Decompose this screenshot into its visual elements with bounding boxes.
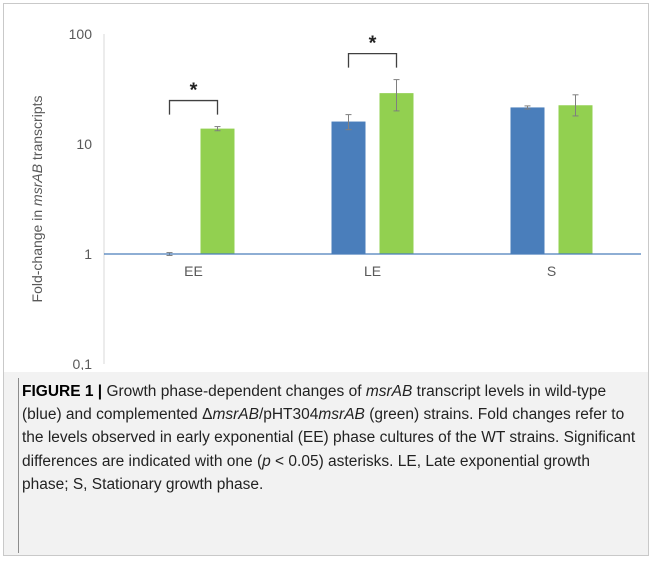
bar-s-series2 <box>558 105 593 255</box>
y-axis-title-part: Fold-change in <box>29 206 45 303</box>
caption-panel <box>3 372 649 556</box>
figure-caption: FIGURE 1 | Growth phase-dependent change… <box>22 380 640 496</box>
caption-text-part: msrAB <box>318 406 365 424</box>
y-tick-labels: 0,1 1 10 100 <box>69 26 93 370</box>
caption-text-part: (green) strains. Fold changes refer to t… <box>22 406 636 470</box>
x-tick-label-s: S <box>547 263 556 279</box>
bar-ee-series2 <box>200 128 235 254</box>
significance-asterisk-le: * <box>369 33 377 55</box>
caption-text-part: /pHT304 <box>258 406 319 424</box>
x-tick-label-le: LE <box>364 263 381 279</box>
bar-le-series1 <box>331 121 366 254</box>
y-tick-label: 1 <box>84 246 92 262</box>
y-tick-label: 0,1 <box>73 356 93 370</box>
caption-body: Growth phase-dependent changes of msrAB … <box>22 383 635 493</box>
x-tick-label-ee: EE <box>184 263 203 279</box>
caption-text-part: msrAB <box>365 383 413 400</box>
caption-text-part: p <box>262 452 271 470</box>
y-axis-title: Fold-change in msrAB transcripts <box>29 96 45 303</box>
y-tick-label: 100 <box>69 26 93 42</box>
y-tick-label: 10 <box>76 136 92 152</box>
bar-le-series2 <box>379 93 414 254</box>
caption-text-part: Growth phase-dependent changes of <box>102 383 366 400</box>
caption-side-rule <box>18 378 19 553</box>
bar-chart: Fold-change in msrAB transcripts 0,1 1 10 1… <box>29 26 641 370</box>
caption-text-part: msrAB <box>212 406 259 424</box>
significance-bracket-le <box>347 52 398 68</box>
plot-area: ** <box>103 33 641 364</box>
significance-asterisk-ee: * <box>190 80 198 102</box>
caption-lead: FIGURE 1 | <box>22 383 103 400</box>
y-axis-title-part: msrAB <box>29 164 45 206</box>
bar-s-series1 <box>510 107 545 255</box>
x-tick-labels: EE LE S <box>184 263 556 279</box>
y-axis-title-part: transcripts <box>29 96 45 164</box>
significance-bracket-ee <box>168 99 219 115</box>
caption-text-part: < 0.05) asterisks. LE, Late exponential … <box>22 452 590 493</box>
y-axis-title-text: Fold-change in msrAB transcripts <box>29 96 45 303</box>
caption-text-part: transcript levels in wild-type (blue) an… <box>22 383 607 424</box>
